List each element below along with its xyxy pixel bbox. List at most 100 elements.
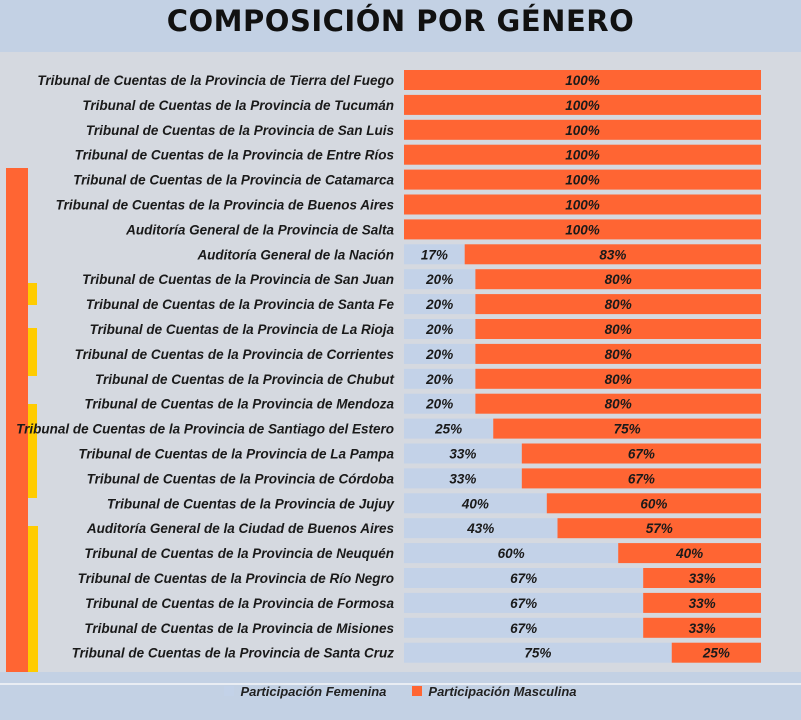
- data-label-male: 67%: [628, 447, 655, 462]
- category-label: Auditoría General de la Provincia de Sal…: [125, 222, 394, 237]
- footer-band: [0, 672, 801, 720]
- data-label-male: 80%: [605, 397, 632, 412]
- category-label: Auditoría General de la Nación: [196, 247, 394, 262]
- header-band: [0, 0, 801, 52]
- bar-male: [404, 194, 761, 215]
- category-label: Tribunal de Cuentas de la Provincia de C…: [75, 347, 395, 362]
- category-label: Tribunal de Cuentas de la Provincia de L…: [90, 322, 395, 337]
- data-label-male: 83%: [599, 247, 626, 262]
- data-label-female: 67%: [510, 621, 537, 636]
- data-label-female: 25%: [434, 422, 462, 437]
- data-label-female: 20%: [425, 397, 453, 412]
- data-label-female: 20%: [425, 347, 453, 362]
- bar-male: [464, 244, 761, 265]
- category-label: Tribunal de Cuentas de la Provincia de R…: [78, 571, 394, 586]
- data-label-male: 80%: [605, 322, 632, 337]
- data-label-female: 33%: [449, 471, 476, 486]
- legend-item-female: Participación Femenina: [224, 684, 386, 699]
- category-label: Tribunal de Cuentas de la Provincia de M…: [84, 621, 394, 636]
- data-label-male: 80%: [605, 272, 632, 287]
- data-label-female: 60%: [498, 546, 525, 561]
- chart-title: COMPOSICIÓN POR GÉNERO: [166, 4, 635, 38]
- bar-male: [404, 144, 761, 165]
- bar-male: [643, 617, 761, 638]
- data-label-male: 100%: [565, 98, 600, 113]
- data-label-female: 67%: [510, 596, 537, 611]
- legend: Participación Femenina Participación Mas…: [0, 681, 801, 701]
- data-label-male: 100%: [565, 73, 600, 88]
- data-label-female: 20%: [425, 297, 453, 312]
- data-label-male: 80%: [605, 372, 632, 387]
- category-label: Tribunal de Cuentas de la Provincia de S…: [16, 422, 394, 437]
- data-label-male: 25%: [702, 646, 730, 661]
- bar-male: [404, 70, 761, 90]
- bar-male: [475, 368, 761, 389]
- bar-male: [521, 468, 761, 489]
- legend-swatch-female: [224, 686, 235, 696]
- decor-yellow-tab: [28, 283, 37, 305]
- data-label-male: 100%: [565, 148, 600, 163]
- category-label: Tribunal de Cuentas de la Provincia de N…: [84, 546, 394, 561]
- bar-male: [546, 493, 761, 514]
- category-label: Tribunal de Cuentas de la Provincia de F…: [85, 596, 394, 611]
- data-label-male: 33%: [689, 571, 716, 586]
- data-label-female: 67%: [510, 571, 537, 586]
- bar-female: [404, 493, 547, 514]
- bar-female: [404, 319, 476, 339]
- data-label-male: 33%: [689, 621, 716, 636]
- decor-yellow-tab: [28, 328, 37, 376]
- bar-male: [521, 443, 761, 464]
- bar-female: [404, 418, 494, 439]
- data-label-female: 20%: [425, 272, 453, 287]
- category-label: Tribunal de Cuentas de la Provincia de T…: [82, 98, 394, 113]
- category-label: Tribunal de Cuentas de la Provincia de J…: [107, 496, 396, 511]
- data-label-male: 40%: [675, 546, 703, 561]
- bar-female: [404, 518, 558, 539]
- bar-male: [475, 343, 761, 364]
- data-label-male: 75%: [614, 422, 641, 437]
- bar-male: [404, 94, 761, 115]
- data-label-male: 60%: [640, 496, 667, 511]
- category-label: Auditoría General de la Ciudad de Buenos…: [86, 521, 395, 536]
- data-label-male: 100%: [565, 198, 600, 213]
- bar-female: [404, 543, 619, 564]
- data-label-male: 100%: [565, 123, 600, 138]
- data-label-female: 43%: [466, 521, 494, 536]
- category-label: Tribunal de Cuentas de la Provincia de S…: [86, 123, 395, 138]
- data-label-female: 40%: [461, 496, 489, 511]
- bar-female: [404, 269, 476, 290]
- bar-male: [643, 568, 761, 588]
- decor-orange-strip: [6, 168, 28, 720]
- data-label-female: 75%: [524, 646, 551, 661]
- data-label-male: 80%: [605, 347, 632, 362]
- bar-male: [404, 219, 761, 240]
- bar-female: [404, 244, 465, 265]
- category-label: Tribunal de Cuentas de la Provincia de S…: [86, 297, 395, 312]
- bar-male: [475, 393, 761, 414]
- data-label-female: 20%: [425, 372, 453, 387]
- bar-female: [404, 443, 522, 464]
- bar-female: [404, 343, 476, 364]
- bar-female: [404, 617, 644, 638]
- bar-male: [404, 119, 761, 140]
- bar-male: [404, 169, 761, 190]
- category-label: Tribunal de Cuentas de la Provincia de L…: [78, 447, 394, 462]
- legend-label-female: Participación Femenina: [240, 683, 387, 699]
- category-label: Tribunal de Cuentas de la Provincia de T…: [37, 73, 394, 88]
- footer-divider: [0, 683, 801, 685]
- data-label-male: 100%: [565, 222, 600, 237]
- decor-yellow-tab: [28, 404, 37, 498]
- stacked-bar-chart: Tribunal de Cuentas de la Provincia de T…: [16, 70, 761, 663]
- bar-male: [618, 543, 761, 564]
- bar-female: [404, 468, 522, 489]
- data-label-male: 67%: [628, 471, 655, 486]
- category-label: Tribunal de Cuentas de la Provincia de B…: [56, 198, 395, 213]
- bar-female: [404, 368, 476, 389]
- bar-female: [404, 642, 672, 663]
- legend-item-male: Participación Masculina: [412, 684, 577, 699]
- bar-female: [404, 592, 644, 613]
- category-label: Tribunal de Cuentas de la Provincia de E…: [75, 148, 395, 163]
- data-label-male: 33%: [689, 596, 716, 611]
- bar-male: [475, 294, 761, 315]
- category-label: Tribunal de Cuentas de la Provincia de C…: [73, 173, 394, 188]
